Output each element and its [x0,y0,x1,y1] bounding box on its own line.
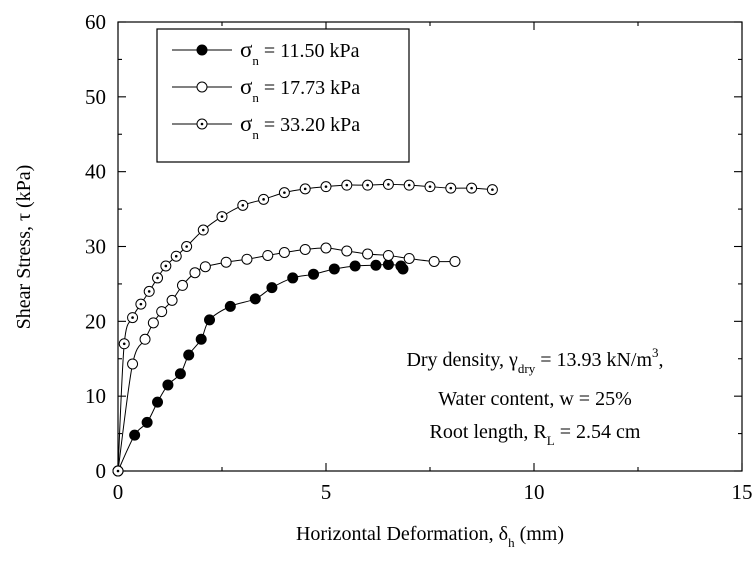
x-tick-label: 0 [113,480,124,504]
x-axis-title-main: Horizontal Deformation, δ [296,523,508,545]
data-point-series-1 [162,379,174,391]
data-point-series-1 [328,263,340,275]
data-point-series-1 [287,272,299,284]
axis-ticks [117,21,743,472]
y-tick-label: 50 [85,85,106,109]
data-point-series-3 [486,184,498,196]
data-point-series-2 [262,249,274,261]
annotation-line: Dry density, γdry = 13.93 kN/m3, [406,345,663,376]
data-point-series-3 [258,193,270,205]
chart-annotation: Dry density, γdry = 13.93 kN/m3, Water co… [406,345,663,448]
data-point-series-3 [299,183,311,195]
data-point-series-1 [266,282,278,294]
series-line-2 [117,247,455,472]
data-point-series-3 [362,179,374,191]
data-point-series-2 [341,245,353,257]
series-markers [112,178,498,477]
data-point-series-2 [278,246,290,258]
data-point-series-1 [308,268,320,280]
data-point-series-2 [428,255,440,267]
data-point-series-3 [135,298,147,310]
y-tick-label: 40 [85,160,106,184]
axis-tick-labels: 0 5 10 15 0 10 20 30 40 50 60 [85,10,753,504]
data-point-series-1 [141,416,153,428]
y-tick-label: 30 [85,235,106,259]
data-point-series-3 [143,285,155,297]
data-point-series-3 [341,179,353,191]
data-point-series-3 [237,199,249,211]
data-point-series-3 [152,272,164,284]
data-point-series-2 [382,249,394,261]
y-tick-label: 10 [85,384,106,408]
data-point-series-3 [170,250,182,262]
legend: σn = 11.50 kPa σn = 17.73 kPa σn = 33.20 k… [156,28,410,163]
data-point-series-1 [224,300,236,312]
data-point-series-2 [127,358,139,370]
data-point-series-3 [127,312,139,324]
series-line-1 [117,263,404,472]
data-point-series-3 [118,338,130,350]
data-point-series-2 [199,261,211,273]
annotation-line: Root length, RL = 2.54 cm [430,421,641,448]
data-point-series-1 [370,259,382,271]
data-point-series-2 [176,279,188,291]
data-point-series-1 [129,429,141,441]
data-point-series-2 [320,242,332,254]
data-point-series-1 [183,349,195,361]
data-point-series-2 [139,333,151,345]
legend-marker [196,118,208,130]
y-tick-label: 20 [85,309,106,333]
y-tick-label: 60 [85,10,106,34]
data-point-series-3 [403,179,415,191]
x-tick-label: 15 [732,480,753,504]
data-point-series-1 [152,396,164,408]
data-point-series-1 [204,314,216,326]
annotation-line: Water content, w = 25% [438,388,632,410]
data-point-series-2 [449,255,461,267]
data-point-series-3 [278,187,290,199]
data-point-series-1 [349,260,361,272]
data-point-series-3 [445,182,457,194]
data-point-series-3 [424,181,436,193]
data-point-series-3 [160,260,172,272]
data-point-series-3 [181,241,193,252]
x-axis-title-unit: (mm) [515,523,564,545]
data-point-series-2 [147,317,159,329]
legend-label: σn = 11.50 kPa [240,37,360,68]
x-axis-title: Horizontal Deformation, δh (mm) [296,523,564,550]
legend-marker [196,81,208,93]
data-point-series-3 [216,211,228,223]
data-point-series-1 [397,263,409,275]
legend-label: σn = 17.73 kPa [240,74,360,105]
data-point-series-2 [166,294,178,306]
y-tick-label: 0 [96,459,107,483]
x-tick-label: 10 [524,480,545,504]
legend-marker [196,44,208,56]
data-point-series-2 [241,253,253,265]
data-point-series-2 [156,306,168,318]
data-point-series-3 [197,224,209,236]
data-point-series-3 [466,182,478,194]
data-point-series-3 [382,178,394,190]
legend-label: σn = 33.20 kPa [240,111,360,142]
data-point-series-2 [299,243,311,255]
data-point-series-2 [189,267,201,279]
data-point-series-1 [174,368,186,380]
data-point-series-2 [220,256,232,268]
data-point-series-3 [112,465,124,477]
data-point-series-1 [195,333,207,345]
y-axis-title: Shear Stress, τ (kPa) [13,165,35,330]
data-point-series-2 [403,252,415,264]
x-tick-label: 5 [321,480,332,504]
data-point-series-2 [362,248,374,260]
x-axis-title-sub: h [508,535,515,550]
data-point-series-3 [320,181,332,193]
data-point-series-1 [249,293,261,305]
